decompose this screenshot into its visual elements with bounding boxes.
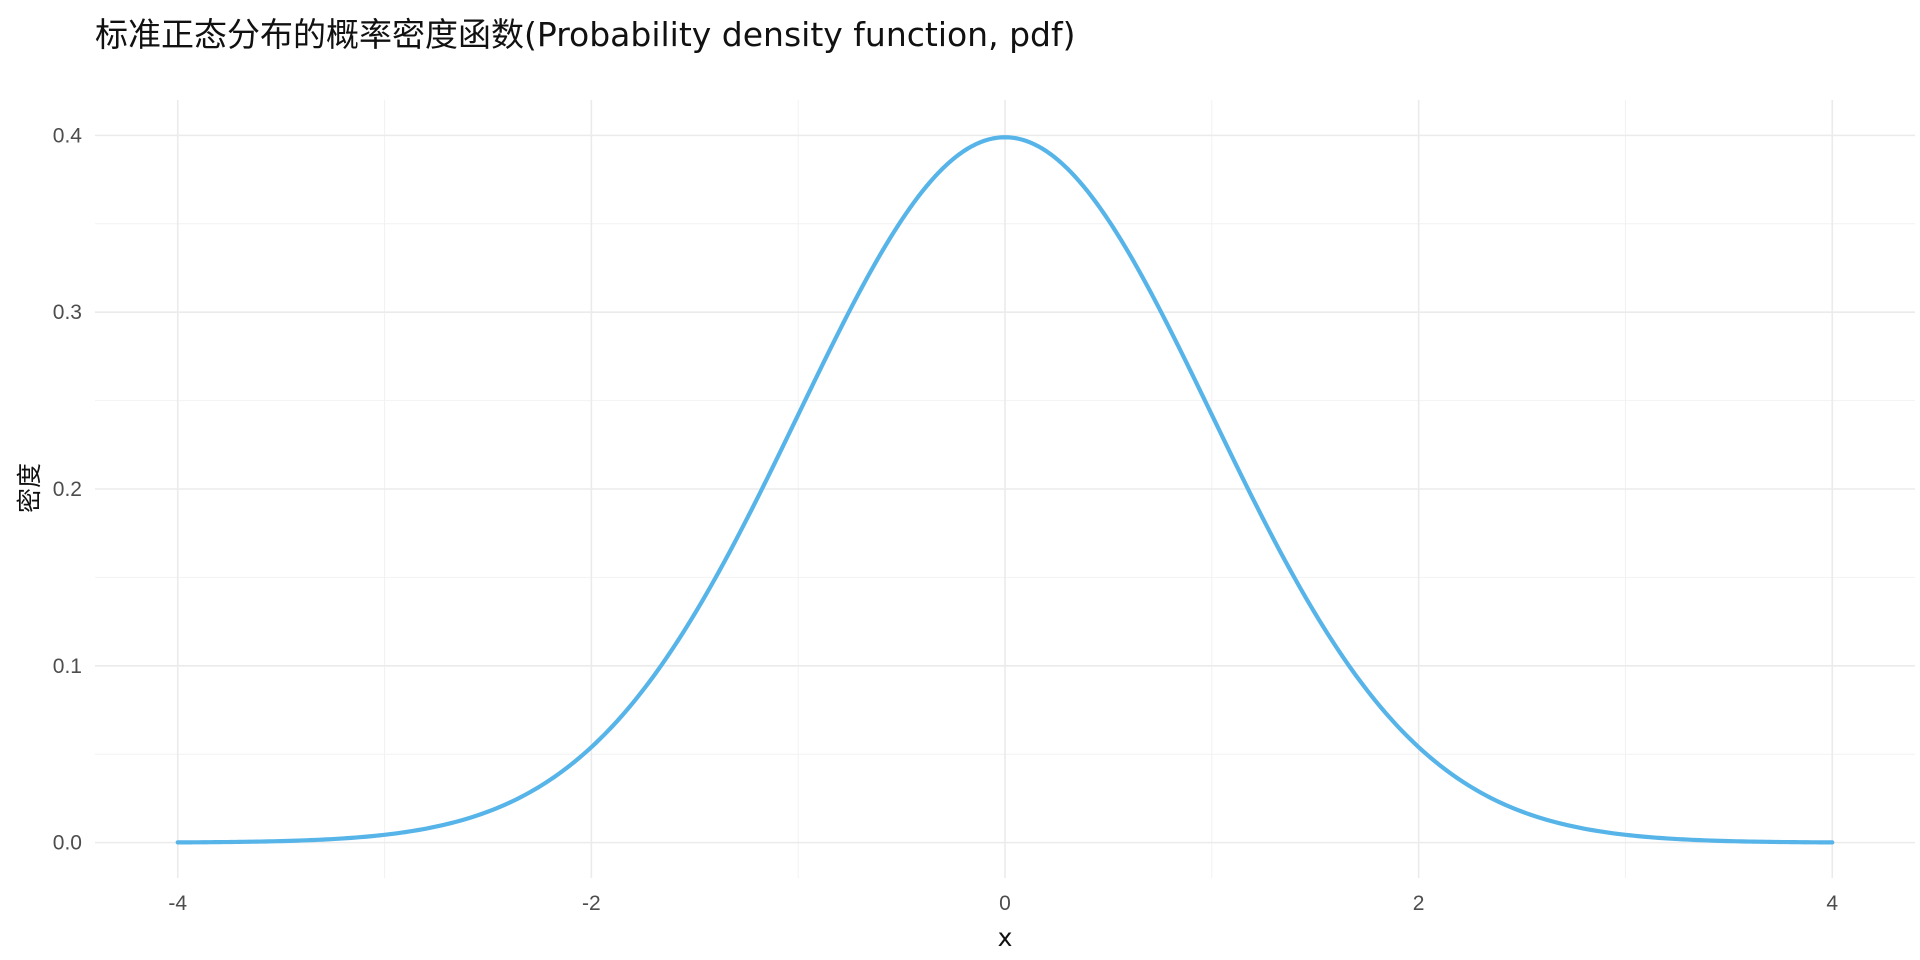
x-tick-label: 0 [999,892,1011,915]
y-axis-title: 密度 [15,463,44,513]
y-tick-label: 0.0 [53,832,82,855]
y-tick-label: 0.3 [53,301,82,324]
x-tick-label: -4 [168,892,187,915]
x-tick-label: 4 [1826,892,1838,915]
x-tick-label: -2 [582,892,601,915]
x-axis-title: x [998,923,1013,952]
series-line-density [175,135,1835,845]
y-tick-label: 0.1 [53,655,82,678]
y-tick-label: 0.2 [53,478,82,501]
y-tick-label: 0.4 [53,124,83,147]
x-tick-label: 2 [1413,892,1425,915]
series-layer [175,135,1835,845]
grid-major [95,100,1915,878]
x-axis-ticks: -4 -2 0 2 4 [168,892,1838,915]
y-axis-ticks: 0.0 0.1 0.2 0.3 0.4 [53,124,83,854]
chart-title: 标准正态分布的概率密度函数(Probability density functi… [95,15,1076,54]
